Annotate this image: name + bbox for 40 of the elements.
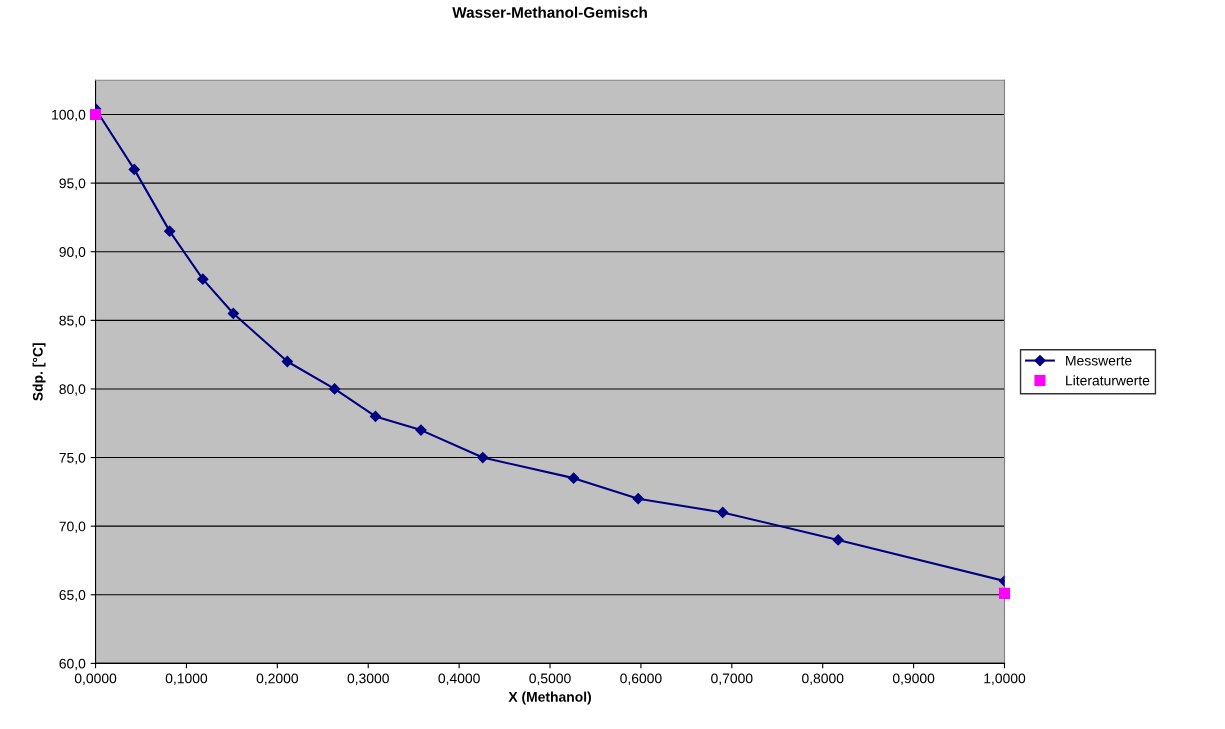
- x-tick-label: 0,0000: [74, 673, 117, 685]
- x-tick-label: 0,2000: [256, 673, 299, 685]
- y-tick-label: 65,0: [59, 590, 86, 602]
- y-tick-label: 70,0: [59, 521, 86, 533]
- x-tick-label: 1,0000: [984, 673, 1026, 685]
- point: [128, 163, 140, 175]
- x-tick-label: 0,8000: [802, 673, 844, 685]
- x-tick-label: 0,6000: [620, 673, 662, 685]
- point: [415, 424, 427, 436]
- point: [89, 108, 102, 121]
- point: [832, 534, 844, 546]
- point: [369, 410, 382, 422]
- point: [164, 225, 176, 237]
- point: [328, 383, 341, 395]
- point: [281, 355, 293, 368]
- legend-label: Messwerte: [1066, 355, 1132, 366]
- y-tick-label: 80,0: [59, 384, 86, 396]
- x-tick-label: 0,4000: [438, 673, 480, 685]
- point: [477, 451, 489, 464]
- legend-label: Literaturwerte: [1066, 375, 1150, 386]
- point: [632, 493, 644, 505]
- point: [568, 472, 580, 484]
- point: [197, 273, 209, 285]
- x-axis-title: X (Methanol): [508, 691, 591, 705]
- x-tick-label: 0,3000: [347, 673, 389, 685]
- y-tick-label: 85,0: [59, 315, 86, 328]
- y-tick-label: 75,0: [59, 452, 86, 465]
- y-tick-label: 90,0: [59, 247, 86, 259]
- x-tick-label: 0,5000: [529, 673, 571, 685]
- y-tick-label: 60,0: [59, 658, 86, 671]
- x-tick-label: 0,1000: [165, 673, 208, 685]
- y-tick-label: 100,0: [52, 109, 86, 122]
- x-tick-label: 0,9000: [892, 673, 935, 685]
- point: [998, 587, 1011, 599]
- chart-title: Wasser-Methanol-Gemisch: [452, 6, 647, 18]
- y-tick-label: 95,0: [59, 178, 86, 190]
- point: [717, 506, 729, 519]
- y-axis-title: Sdp. [°C]: [32, 343, 46, 401]
- point: [227, 307, 239, 320]
- x-tick-label: 0,7000: [711, 673, 753, 685]
